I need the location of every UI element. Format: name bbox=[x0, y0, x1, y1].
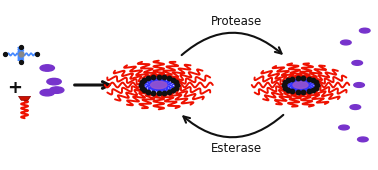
Circle shape bbox=[47, 78, 61, 85]
Circle shape bbox=[359, 28, 370, 33]
Polygon shape bbox=[19, 96, 31, 100]
Text: Esterase: Esterase bbox=[211, 142, 262, 155]
Circle shape bbox=[350, 105, 361, 109]
Text: +: + bbox=[7, 79, 22, 97]
Circle shape bbox=[40, 65, 54, 71]
Circle shape bbox=[354, 83, 364, 87]
Circle shape bbox=[352, 61, 363, 65]
Circle shape bbox=[341, 40, 351, 45]
Circle shape bbox=[293, 82, 308, 88]
Text: Protease: Protease bbox=[211, 15, 262, 28]
Circle shape bbox=[339, 125, 349, 130]
Circle shape bbox=[50, 87, 64, 93]
Circle shape bbox=[150, 81, 167, 89]
Circle shape bbox=[358, 137, 368, 142]
Circle shape bbox=[40, 89, 54, 96]
